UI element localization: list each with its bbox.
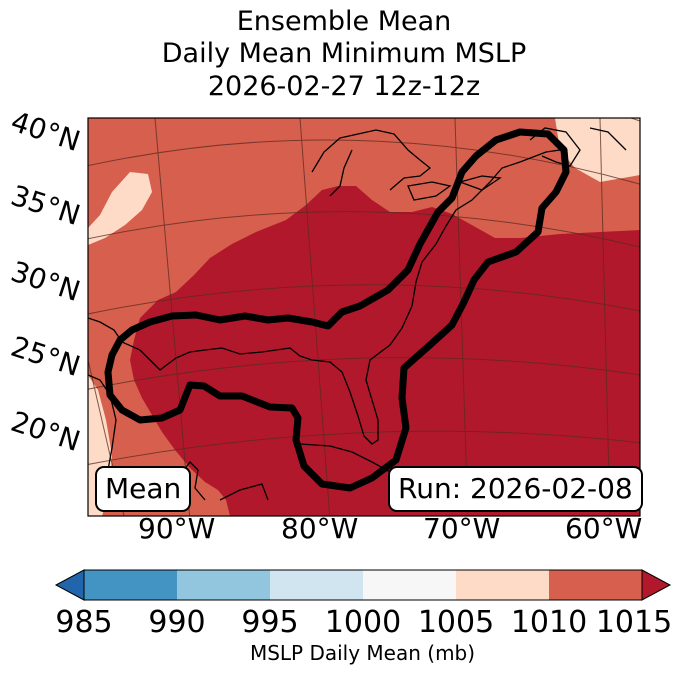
colorbar-tick-990: 990	[148, 605, 206, 640]
field-1005-1010-northeast	[555, 118, 640, 182]
colorbar-bin-985-990	[84, 570, 177, 600]
field-1005-1010-west	[88, 172, 152, 245]
colorbar-tick-1010: 1010	[510, 605, 588, 640]
lon-label-80w: 80°W	[281, 512, 359, 545]
colorbar-bin-990-995	[177, 570, 270, 600]
title-line-1: Ensemble Mean	[236, 6, 452, 37]
lon-label-90w: 90°W	[138, 512, 216, 545]
lon-label-70w: 70°W	[423, 512, 501, 545]
colorbar-bin-1010-1015	[549, 570, 642, 600]
title-line-2: Daily Mean Minimum MSLP	[161, 38, 527, 69]
colorbar-bin-995-1000	[270, 570, 363, 600]
colorbar-tick-1015: 1015	[595, 605, 673, 640]
graticule	[88, 118, 640, 516]
lon-label-60w: 60°W	[565, 512, 643, 545]
colorbar-tick-995: 995	[241, 605, 299, 640]
colorbar-label: MSLP Daily Mean (mb)	[249, 641, 476, 665]
colorbar-high-extension	[641, 569, 672, 601]
colorbar-tick-985: 985	[55, 605, 113, 640]
mean-label: Mean	[95, 466, 192, 512]
colorbar-low-extension	[54, 569, 85, 601]
colorbar-tick-1000: 1000	[324, 605, 402, 640]
colorbar-tick-1005: 1005	[417, 605, 495, 640]
field-above-1015	[130, 186, 640, 516]
run-date-label: Run: 2026-02-08	[388, 466, 643, 512]
colorbar-bin-1005-1010	[456, 570, 549, 600]
pressure-contour	[104, 128, 570, 492]
colorbar-bin-1000-1005	[363, 570, 456, 600]
title-line-3: 2026-02-27 12z-12z	[207, 71, 481, 102]
